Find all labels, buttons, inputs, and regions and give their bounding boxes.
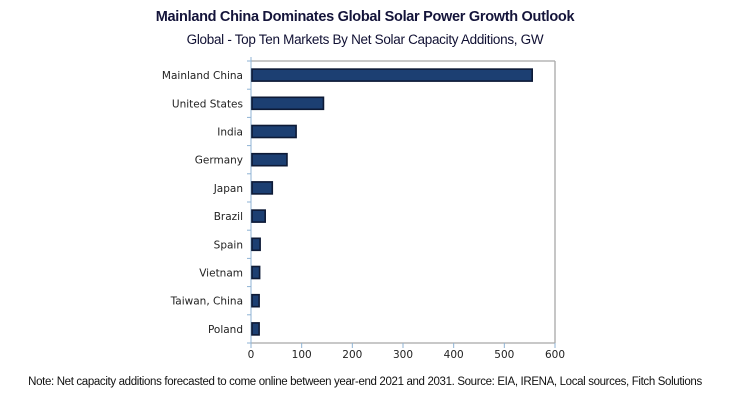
- category-label-poland: Poland: [208, 324, 243, 336]
- bar-vietnam: [251, 265, 261, 280]
- bar-brazil: [251, 209, 266, 223]
- category-labels: Mainland China United States India Germany J…: [162, 70, 243, 336]
- chart-subtitle: Global - Top Ten Markets By Net Solar Ca…: [186, 32, 544, 47]
- category-label-taiwan-china: Taiwan, China: [170, 296, 243, 308]
- bar-spain: [251, 237, 261, 252]
- bar-united-states: [251, 96, 325, 111]
- x-axis-ticks: 0 100 200 300 400 500 600: [248, 343, 565, 361]
- category-label-mainland-china: Mainland China: [162, 70, 243, 82]
- x-tick-label: 0: [248, 349, 255, 361]
- bar-taiwan-china: [251, 293, 260, 308]
- bar-germany: [251, 152, 288, 167]
- x-tick-label: 300: [393, 349, 413, 361]
- bar-japan: [251, 181, 274, 195]
- x-tick-label: 400: [444, 349, 464, 361]
- x-tick-label: 600: [545, 349, 565, 361]
- chart-title: Mainland China Dominates Global Solar Po…: [155, 9, 575, 25]
- x-tick-label: 200: [342, 349, 362, 361]
- category-label-spain: Spain: [214, 239, 243, 251]
- bar-poland: [251, 322, 260, 336]
- category-label-brazil: Brazil: [214, 211, 243, 223]
- bars-group: [251, 68, 534, 336]
- chart-note: Note: Net capacity additions forecasted …: [28, 376, 702, 388]
- category-label-japan: Japan: [213, 183, 243, 195]
- category-label-vietnam: Vietnam: [199, 268, 243, 280]
- x-tick-label: 500: [494, 349, 514, 361]
- category-label-germany: Germany: [195, 155, 243, 167]
- category-label-united-states: United States: [172, 98, 243, 110]
- bar-mainland-china: [251, 68, 534, 82]
- category-label-india: India: [217, 127, 243, 139]
- x-tick-label: 100: [292, 349, 312, 361]
- bar-india: [251, 124, 297, 139]
